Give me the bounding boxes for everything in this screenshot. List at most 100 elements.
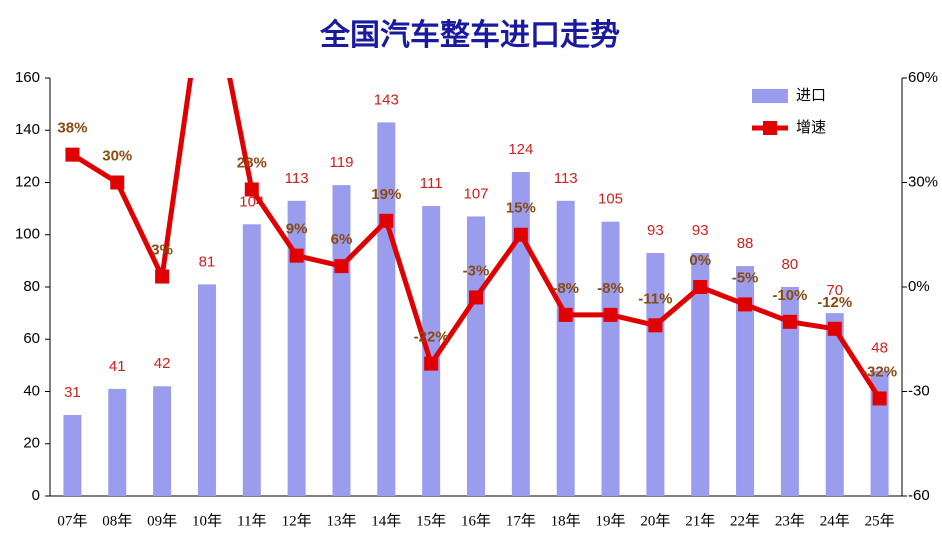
bar-value-label: 93 xyxy=(692,222,709,239)
x-tick-label: 11年 xyxy=(237,512,266,529)
y-tick-label: 100 xyxy=(15,226,40,243)
growth-label: -32% xyxy=(862,363,897,380)
x-tick-label: 14年 xyxy=(371,512,401,529)
bar-value-label: 113 xyxy=(554,170,578,187)
x-tick-label: 10年 xyxy=(192,512,222,529)
line-marker xyxy=(513,227,528,242)
growth-label: -11% xyxy=(638,290,672,307)
bar xyxy=(691,253,710,496)
y-tick-label: 80 xyxy=(23,278,40,295)
bar xyxy=(197,284,216,496)
growth-label: 19% xyxy=(371,186,401,203)
growth-label: 9% xyxy=(286,221,308,238)
legend-label: 增速 xyxy=(796,119,826,136)
bar-value-label: 111 xyxy=(420,175,443,192)
line-group xyxy=(65,78,887,406)
legend-label: 进口 xyxy=(796,87,826,104)
y2-tick-label: 60% xyxy=(908,69,938,86)
bar xyxy=(780,287,799,496)
bar xyxy=(377,122,396,496)
bar xyxy=(825,313,844,496)
growth-label: -8% xyxy=(552,280,579,297)
x-tick-label: 21年 xyxy=(685,512,715,529)
bar xyxy=(422,206,441,496)
line-marker xyxy=(155,269,170,284)
growth-label: 6% xyxy=(331,231,353,248)
y-tick-label: 120 xyxy=(15,173,40,190)
y-tick-label: 0 xyxy=(32,487,40,504)
bar-value-label: 105 xyxy=(598,191,623,208)
growth-label: 15% xyxy=(506,200,536,217)
growth-label: -10% xyxy=(772,287,807,304)
x-tick-label: 24年 xyxy=(820,512,850,529)
legend-marker xyxy=(763,121,777,135)
y2-tick-label: -60 xyxy=(908,487,930,504)
bar-value-label: 31 xyxy=(64,384,81,401)
y2-tick-label: -30 xyxy=(908,382,930,399)
x-tick-label: 17年 xyxy=(506,512,536,529)
line-marker xyxy=(424,356,439,371)
bar-value-label: 113 xyxy=(285,170,309,187)
bar-value-label: 81 xyxy=(199,253,216,270)
y-tick-label: 60 xyxy=(23,330,40,347)
x-tick-label: 09年 xyxy=(147,512,177,529)
line-marker xyxy=(289,248,304,263)
x-tick-label: 18年 xyxy=(551,512,581,529)
line-marker xyxy=(693,280,708,294)
line-marker xyxy=(738,297,753,312)
line-marker xyxy=(244,182,259,197)
growth-label: 0% xyxy=(689,252,711,269)
x-tick-label: 25年 xyxy=(865,512,895,529)
line-marker xyxy=(782,314,797,329)
growth-label: -8% xyxy=(597,280,624,297)
y2-tick-label: 0% xyxy=(908,278,930,295)
x-tick-label: 20年 xyxy=(640,512,670,529)
x-tick-label: 07年 xyxy=(57,512,87,529)
bar xyxy=(287,200,306,496)
y-tick-label: 140 xyxy=(15,121,40,138)
growth-label: 30% xyxy=(102,147,132,164)
line-marker xyxy=(469,290,483,305)
line-marker xyxy=(648,318,663,333)
bar-value-label: 107 xyxy=(463,185,488,202)
x-tick-label: 13年 xyxy=(326,512,356,529)
bar-value-label: 80 xyxy=(782,256,799,273)
bar xyxy=(108,388,127,496)
x-tick-label: 19年 xyxy=(596,512,626,529)
line-marker xyxy=(379,213,394,228)
x-tick-label: 23年 xyxy=(775,512,805,529)
bar xyxy=(153,386,172,496)
bar xyxy=(736,266,755,496)
x-tick-label: 12年 xyxy=(282,512,312,529)
line-marker xyxy=(334,259,349,274)
bar-value-label: 143 xyxy=(374,91,399,108)
bar xyxy=(467,216,485,496)
growth-label: -22% xyxy=(414,329,449,346)
line-marker xyxy=(110,175,125,190)
bar-value-label: 93 xyxy=(647,222,664,239)
y2-tick-label: 30% xyxy=(908,173,938,190)
growth-label: -5% xyxy=(732,269,759,286)
chart-title: 全国汽车整车进口走势 xyxy=(319,18,620,52)
bar xyxy=(646,253,665,496)
legend-swatch xyxy=(752,89,788,103)
line-marker xyxy=(603,307,618,322)
line-marker xyxy=(827,321,842,336)
bar xyxy=(511,172,530,497)
x-tick-label: 22年 xyxy=(730,512,760,529)
growth-label: -12% xyxy=(817,294,852,311)
growth-label: 3% xyxy=(151,242,173,259)
line-marker xyxy=(558,307,573,322)
x-tick-label: 08年 xyxy=(102,512,132,529)
growth-label: -3% xyxy=(463,262,490,279)
bar xyxy=(601,221,620,496)
bar-value-label: 48 xyxy=(871,340,888,357)
x-tick-label: 16年 xyxy=(461,512,491,529)
bar-value-label: 41 xyxy=(109,358,126,375)
line-marker xyxy=(872,391,887,406)
growth-label: 38% xyxy=(57,120,87,137)
x-tick-label: 15年 xyxy=(416,512,446,529)
bar xyxy=(556,200,575,496)
